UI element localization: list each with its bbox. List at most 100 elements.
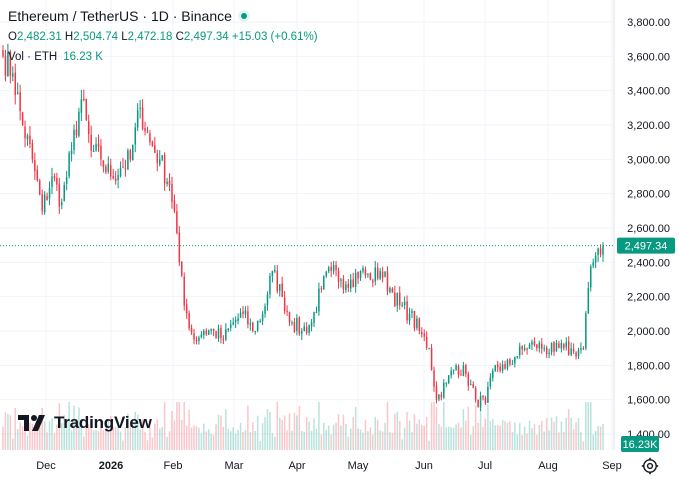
volume-bar xyxy=(21,426,24,450)
volume-bar xyxy=(264,416,266,450)
candle-body xyxy=(83,98,85,101)
candle-body xyxy=(445,382,448,384)
candle-body xyxy=(215,331,217,338)
volume-bar xyxy=(521,434,523,450)
candle-body xyxy=(440,394,443,398)
candle-body xyxy=(244,310,247,315)
volume-bar xyxy=(244,429,247,450)
volume-bar xyxy=(181,420,183,450)
candle-body xyxy=(489,377,492,387)
candle-body xyxy=(575,352,577,357)
candle-body xyxy=(205,330,208,334)
open-value: 2,482.31 xyxy=(16,31,62,43)
volume-bar xyxy=(31,423,34,450)
chart-legend[interactable]: Ethereum / TetherUS · 1D · Binance xyxy=(8,8,250,24)
volume-bar xyxy=(36,427,39,450)
low-value: 2,472.18 xyxy=(127,31,173,43)
volume-bar xyxy=(499,425,501,450)
volume-bar xyxy=(158,428,161,450)
volume-badge: 16.23K xyxy=(621,436,659,452)
volume-bar xyxy=(447,426,450,450)
volume-bar xyxy=(134,411,137,450)
candle-body xyxy=(499,366,501,371)
volume-histogram xyxy=(2,402,604,450)
candle-body xyxy=(509,359,511,365)
volume-bar xyxy=(68,402,70,450)
volume-bar xyxy=(310,430,313,450)
chart-grid xyxy=(0,0,614,450)
price-tick-label: 2,200.00 xyxy=(627,292,670,304)
volume-bar xyxy=(484,418,487,450)
volume-bar xyxy=(122,440,124,450)
volume-bar xyxy=(58,403,61,450)
candle-body xyxy=(357,271,359,279)
candle-body xyxy=(168,180,171,186)
candle-body xyxy=(589,266,592,288)
volume-bar xyxy=(171,411,173,450)
gear-icon[interactable] xyxy=(641,457,659,475)
volume-bar xyxy=(548,430,550,450)
volume-bar xyxy=(435,407,438,450)
candle-body xyxy=(293,322,296,332)
candle-body xyxy=(594,255,597,263)
candle-body xyxy=(63,184,65,201)
candle-body xyxy=(425,336,428,348)
volume-bar xyxy=(114,426,117,450)
volume-bar xyxy=(428,440,430,450)
candle-body xyxy=(447,375,450,384)
volume-bar xyxy=(296,415,298,450)
candle-body xyxy=(151,141,154,147)
volume-bar xyxy=(146,440,149,450)
volume-bar xyxy=(413,414,416,450)
candle-body xyxy=(229,324,232,328)
volume-bar xyxy=(144,431,146,450)
volume-legend[interactable]: Vol · ETH 16.23 K xyxy=(8,51,103,63)
volume-bar xyxy=(274,436,276,450)
volume-bar xyxy=(207,429,210,450)
volume-bar xyxy=(303,431,305,450)
volume-bar xyxy=(65,419,68,450)
change-value: +15.03 (+0.61%) xyxy=(231,31,318,43)
volume-bar xyxy=(587,402,590,450)
candle-body xyxy=(337,270,340,282)
volume-bar xyxy=(553,421,555,450)
candle-body xyxy=(34,160,36,172)
volume-bar xyxy=(523,426,526,450)
candle-body xyxy=(518,346,521,356)
candle-body xyxy=(416,318,418,328)
candle-body xyxy=(232,322,234,325)
volume-bar xyxy=(354,406,357,450)
candle-body xyxy=(19,92,21,112)
volume-bar xyxy=(38,420,41,450)
candle-body xyxy=(7,52,9,77)
volume-bar xyxy=(78,407,80,450)
candlestick-series[interactable] xyxy=(2,43,604,412)
volume-bar xyxy=(2,426,4,450)
volume-bar xyxy=(545,418,548,450)
time-axis[interactable]: Dec 2026 Feb Mar Apr May Jun Jul Aug Sep xyxy=(36,460,622,472)
interval-label[interactable]: 1D xyxy=(150,8,169,24)
tradingview-logo[interactable]: TradingView xyxy=(18,413,152,433)
candle-body xyxy=(185,304,188,314)
volume-bar xyxy=(26,435,29,450)
candle-body xyxy=(376,267,379,279)
volume-bar xyxy=(362,432,364,450)
candle-body xyxy=(352,279,354,288)
candle-body xyxy=(349,279,352,289)
symbol-title[interactable]: Ethereum / TetherUS xyxy=(8,8,139,24)
volume-bar xyxy=(92,430,95,450)
price-tick-label: 2,400.00 xyxy=(627,257,670,269)
price-tick-label: 2,600.00 xyxy=(627,223,670,235)
candle-body xyxy=(301,331,303,334)
time-tick-label: Jun xyxy=(415,460,433,472)
price-axis[interactable]: 3,800.00 3,600.00 3,400.00 3,200.00 3,000.00… xyxy=(627,17,670,441)
volume-bar xyxy=(56,424,58,450)
volume-bar xyxy=(73,405,75,450)
volume-bar xyxy=(70,430,73,450)
candle-body xyxy=(536,344,538,349)
volume-bar xyxy=(323,422,325,450)
volume-bar xyxy=(509,421,511,450)
volume-bar xyxy=(117,422,119,450)
